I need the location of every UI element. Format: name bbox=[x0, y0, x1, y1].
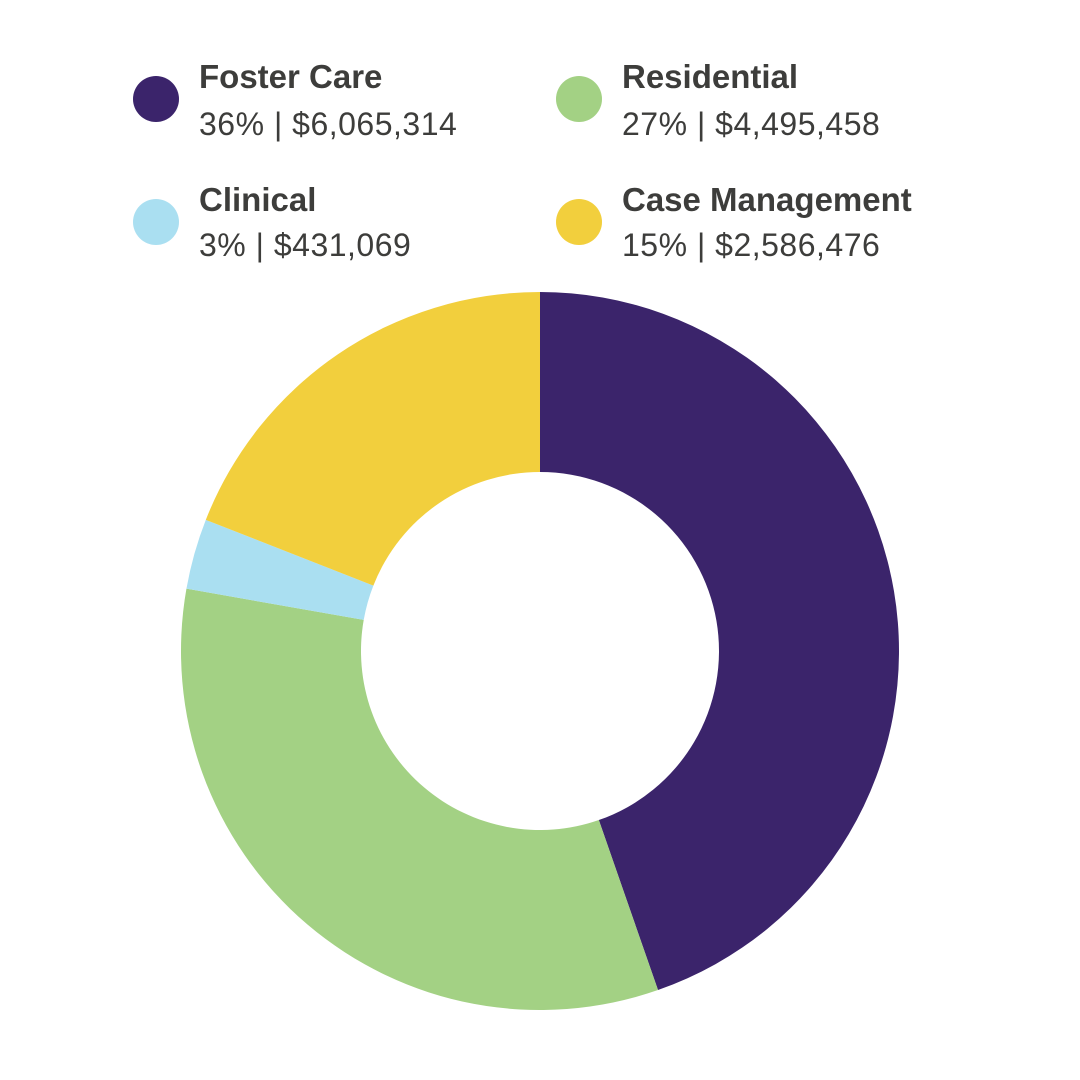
donut-slice-case-management bbox=[205, 292, 540, 586]
legend-label: Clinical bbox=[199, 181, 317, 218]
donut-slice-residential bbox=[181, 588, 659, 1010]
legend-swatch-residential bbox=[556, 76, 602, 122]
legend-swatch-case-management bbox=[556, 199, 602, 245]
legend-label: Case Management bbox=[622, 181, 912, 218]
legend-label: Residential bbox=[622, 58, 799, 95]
legend-swatch-clinical bbox=[133, 199, 179, 245]
legend-label: Foster Care bbox=[199, 58, 383, 95]
legend-value: 36% | $6,065,314 bbox=[199, 106, 458, 142]
legend-value: 15% | $2,586,476 bbox=[622, 227, 881, 263]
legend-value: 27% | $4,495,458 bbox=[622, 106, 881, 142]
legend-swatch-foster-care bbox=[133, 76, 179, 122]
donut-slice-foster-care bbox=[540, 292, 899, 991]
donut-slice-clinical bbox=[186, 519, 374, 620]
legend-value: 3% | $431,069 bbox=[199, 227, 412, 263]
